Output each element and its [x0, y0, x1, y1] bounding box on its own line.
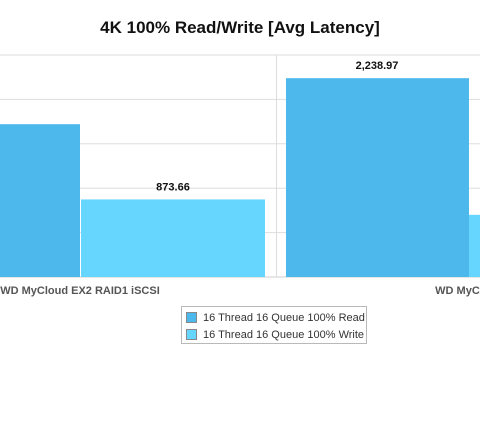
data-label-0-1: 873.66	[156, 181, 190, 193]
legend-item-read[interactable]: 16 Thread 16 Queue 100% Read	[186, 309, 366, 326]
bar-1-0	[286, 78, 469, 277]
bar-0-1	[81, 199, 265, 277]
chart-title: 4K 100% Read/Write [Avg Latency]	[100, 18, 380, 37]
category-label-1: WD MyCloud EX2	[435, 285, 480, 297]
legend-label-read: 16 Thread 16 Queue 100% Read	[203, 311, 365, 324]
category-label-0: WD MyCloud EX2 RAID1 iSCSI	[0, 285, 160, 297]
legend-swatch-read	[186, 312, 197, 323]
data-label-1-0: 2,238.97	[356, 60, 399, 72]
bar-0-0	[0, 124, 80, 277]
chart-legend: 16 Thread 16 Queue 100% Read 16 Thread 1…	[181, 306, 367, 344]
legend-swatch-write	[186, 329, 197, 340]
legend-label-write: 16 Thread 16 Queue 100% Write	[203, 328, 365, 341]
legend-item-write[interactable]: 16 Thread 16 Queue 100% Write	[186, 326, 366, 343]
bar-1-1	[469, 214, 480, 277]
